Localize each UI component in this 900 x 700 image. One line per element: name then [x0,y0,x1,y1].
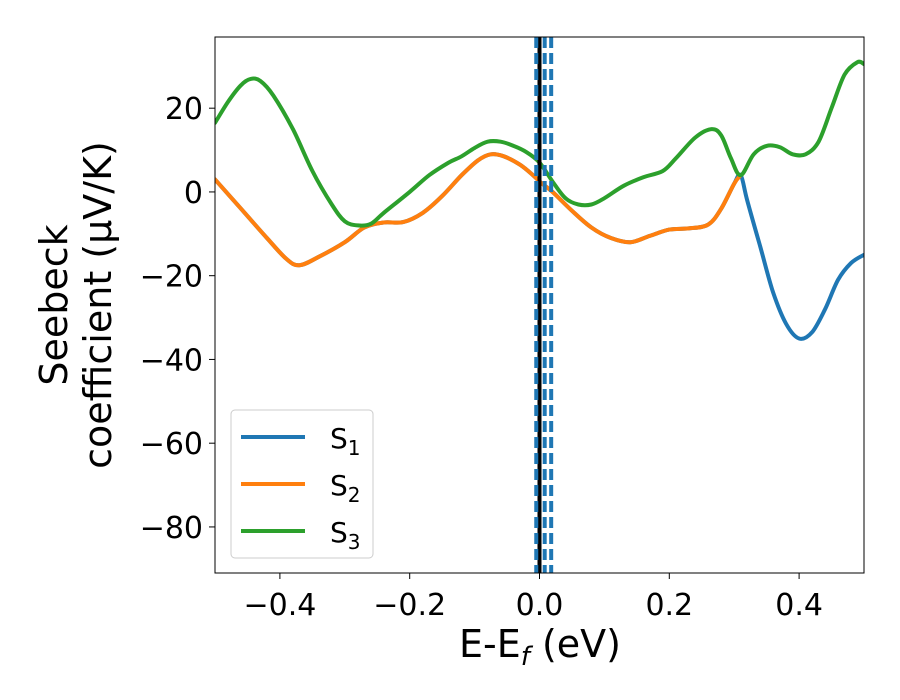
legend-label-s1: S1 [330,422,361,460]
y-axis-label: Seebeck coefficient (μV/K) [32,141,120,469]
y-axis-label-line2: coefficient (μV/K) [76,141,120,469]
y-tick-label: −40 [140,343,203,378]
x-tick-label: 0.4 [775,588,823,623]
x-axis-ticks: −0.4 −0.2 0.0 0.2 0.4 [243,573,823,623]
series-line-s2 [215,152,743,268]
x-tick-label: −0.2 [373,588,446,623]
vertical-lines-layer [534,37,554,573]
y-axis-label-line1: Seebeck [32,224,76,385]
y-tick-label: 20 [165,92,203,127]
x-tick-label: 0.2 [645,588,693,623]
x-tick-label: −0.4 [243,588,316,623]
y-tick-label: −20 [140,260,203,295]
x-tick-label: 0.0 [516,588,564,623]
legend: S1 S2 S3 [230,409,374,559]
legend-label-s3: S3 [330,516,361,554]
y-tick-label: −60 [140,427,203,462]
legend-label-s2: S2 [330,469,361,507]
x-axis-label: E-Ef (eV) [459,622,621,672]
y-axis-ticks: 20 0 −20 −40 −60 −80 [140,92,215,546]
plot-area [215,37,864,573]
y-tick-label: 0 [184,176,203,211]
y-tick-label: −80 [140,511,203,546]
